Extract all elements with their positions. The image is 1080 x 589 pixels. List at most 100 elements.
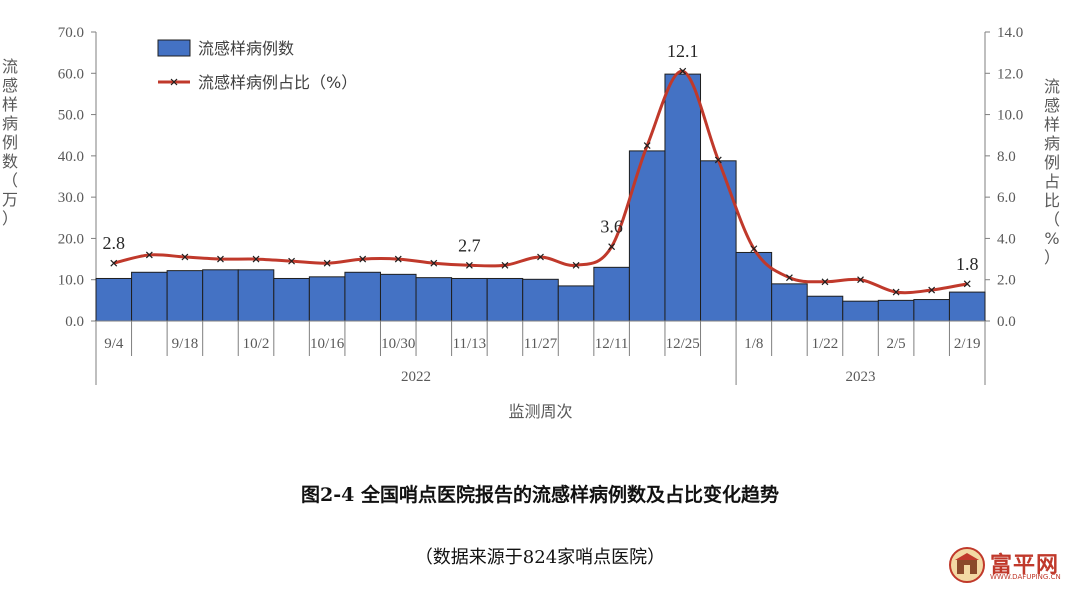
line-point-marker	[465, 261, 473, 269]
line-point-marker	[963, 280, 971, 288]
bar	[913, 299, 950, 322]
right-tick-label: 0.0	[997, 314, 1016, 330]
line-point-marker	[323, 259, 331, 267]
x-tick-label: 1/22	[812, 336, 839, 352]
right-tick-label: 14.0	[997, 25, 1023, 41]
bar	[308, 276, 346, 322]
watermark-text: 富平网	[990, 553, 1060, 578]
line-point-marker	[217, 255, 224, 263]
line-point-marker	[288, 257, 296, 265]
right-tick-label: 8.0	[997, 149, 1016, 165]
left-tick-label: 40.0	[58, 149, 84, 165]
x-tick-label: 10/2	[243, 336, 270, 352]
line-point-marker	[928, 286, 936, 294]
right-axis-title: 流感样病例占比（%）	[1044, 77, 1060, 267]
right-tick-label: 10.0	[997, 108, 1023, 124]
line-point-marker	[821, 278, 829, 286]
bar	[379, 273, 417, 322]
line-point-marker	[572, 261, 580, 269]
bar	[273, 277, 310, 322]
x-axis-title: 监测周次	[508, 402, 572, 421]
left-axis-title: 流感样病例数（万）	[2, 57, 18, 228]
figure-caption: 图2-4 全国哨点医院报告的流感样病例数及占比变化趋势	[301, 484, 779, 506]
data-label: 2.8	[103, 233, 126, 253]
x-tick-label: 11/13	[453, 336, 487, 352]
bar	[415, 277, 453, 322]
bar	[486, 277, 524, 322]
line-point-marker	[181, 253, 189, 261]
x-tick-label: 10/16	[310, 336, 345, 352]
bar	[877, 299, 915, 322]
line-point-marker	[643, 142, 651, 149]
line-point-marker	[394, 255, 402, 263]
line-point-marker	[537, 253, 544, 261]
line-point-marker	[785, 274, 793, 282]
figure-source-note: （数据来源于824家哨点医院）	[414, 547, 666, 568]
line-series	[113, 69, 968, 295]
line-point-marker	[252, 255, 260, 263]
data-label: 3.6	[600, 217, 623, 237]
bar	[451, 277, 488, 322]
line-point-marker	[110, 259, 118, 267]
bar	[806, 295, 844, 322]
x-tick-label: 10/30	[381, 336, 415, 352]
chart: 0.0 10.0 20.0 30.0 40.0 50.0 60.0 70.0 0.0 2.0 4.0…	[2, 25, 1060, 421]
x-tick-label: 1/8	[744, 336, 763, 352]
line-point-marker	[145, 251, 153, 259]
left-tick-label: 50.0	[58, 108, 84, 124]
bar	[166, 270, 204, 322]
data-label: 12.1	[667, 41, 699, 61]
line-point-marker	[892, 288, 900, 296]
right-tick-label: 2.0	[997, 273, 1016, 289]
year-label: 2023	[846, 369, 876, 385]
line-point-marker	[359, 255, 367, 263]
line-point-marker	[608, 243, 616, 251]
data-label: 2.7	[458, 235, 481, 255]
bar	[593, 266, 630, 322]
x-tick-label: 12/25	[666, 336, 700, 352]
left-tick-label: 30.0	[58, 190, 84, 206]
x-tick-label: 9/18	[172, 336, 199, 352]
right-tick-label: 12.0	[997, 66, 1023, 82]
bar	[948, 291, 986, 322]
right-tick-label: 4.0	[997, 231, 1016, 247]
line-point-marker	[430, 259, 438, 267]
left-tick-label: 0.0	[65, 314, 84, 330]
watermark-emblem-icon	[949, 547, 985, 583]
line-point-marker	[679, 67, 687, 75]
bar	[628, 150, 666, 322]
bar	[664, 73, 702, 322]
x-tick-label: 2/19	[954, 336, 981, 352]
left-tick-label: 70.0	[58, 25, 84, 41]
bar	[344, 271, 381, 322]
data-label: 1.8	[956, 254, 979, 274]
bar	[237, 269, 275, 322]
line-point-marker	[857, 276, 864, 284]
legend-swatch-marker	[170, 78, 178, 86]
bar	[700, 160, 737, 322]
x-tick-label: 2/5	[887, 336, 906, 352]
left-tick-label: 20.0	[58, 231, 84, 247]
watermark-url: WWW.DAFUPING.CN	[990, 573, 1061, 581]
bar	[557, 285, 595, 322]
bar	[202, 269, 239, 322]
line-point-marker	[714, 156, 722, 164]
line-point-marker	[750, 245, 758, 253]
left-tick-label: 60.0	[58, 66, 84, 82]
bar	[131, 271, 168, 322]
x-tick-label: 12/11	[595, 336, 629, 352]
watermark-logo: 富平网 WWW.DAFUPING.CN	[948, 545, 1078, 585]
bar	[771, 283, 808, 322]
bar	[842, 300, 879, 322]
line-point-marker	[501, 261, 509, 269]
x-tick-label: 9/4	[104, 336, 124, 352]
legend-label-bar: 流感样病例数	[198, 39, 294, 58]
bar	[522, 278, 559, 322]
right-tick-label: 6.0	[997, 190, 1016, 206]
legend-swatch-bar	[157, 39, 191, 57]
bar	[95, 277, 133, 322]
x-tick-label: 11/27	[524, 336, 558, 352]
legend-label-line: 流感样病例占比（%）	[198, 73, 357, 92]
year-label: 2022	[401, 369, 431, 385]
left-tick-label: 10.0	[58, 273, 84, 289]
